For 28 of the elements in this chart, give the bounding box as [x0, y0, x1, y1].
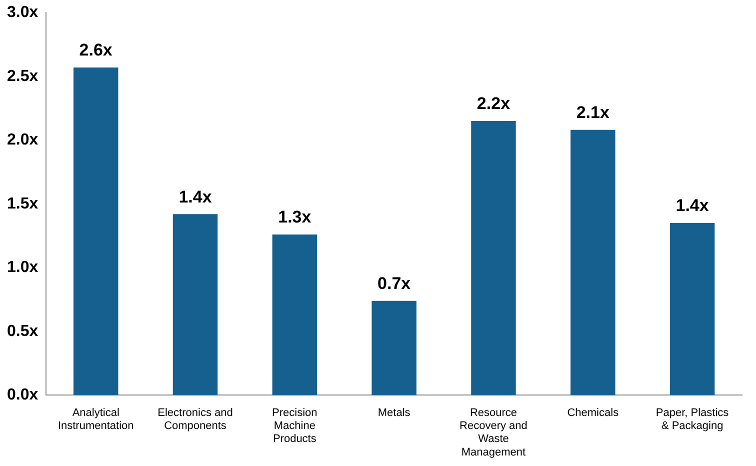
y-tick-label: 3.0x	[7, 4, 38, 22]
bar	[570, 130, 616, 396]
x-tick-label: Electronics and Components	[158, 406, 233, 432]
bar	[272, 234, 318, 396]
data-label: 0.7x	[378, 274, 412, 294]
x-tick-label: Metals	[378, 406, 411, 419]
x-tick-label: Precision Machine Products	[272, 406, 318, 446]
data-label: 2.2x	[476, 94, 511, 114]
data-label: 1.3x	[278, 208, 312, 227]
x-tick-label: Resource Recovery and Waste Management	[460, 406, 528, 458]
data-label: 1.4x	[178, 187, 212, 206]
bar	[471, 121, 516, 396]
data-label: 2.1x	[576, 103, 610, 122]
x-tick-label: Paper, Plastics & Packaging	[656, 406, 730, 432]
y-tick-label: 0.0x	[7, 386, 38, 404]
data-label: 1.4x	[676, 196, 710, 216]
bar	[73, 67, 118, 396]
bar	[372, 300, 416, 396]
x-tick-label: Chemicals	[567, 406, 620, 419]
y-tick-label: 1.0x	[7, 259, 38, 276]
y-tick-label: 1.5x	[7, 195, 38, 212]
bar	[670, 223, 715, 396]
y-tick-label: 2.5x	[7, 68, 38, 85]
y-tick-label: 0.5x	[7, 322, 38, 340]
x-tick-label: Analytical Instrumentation	[58, 406, 134, 432]
bar	[172, 214, 218, 396]
y-tick-label: 2.0x	[7, 132, 38, 149]
data-label: 2.6x	[79, 40, 113, 60]
